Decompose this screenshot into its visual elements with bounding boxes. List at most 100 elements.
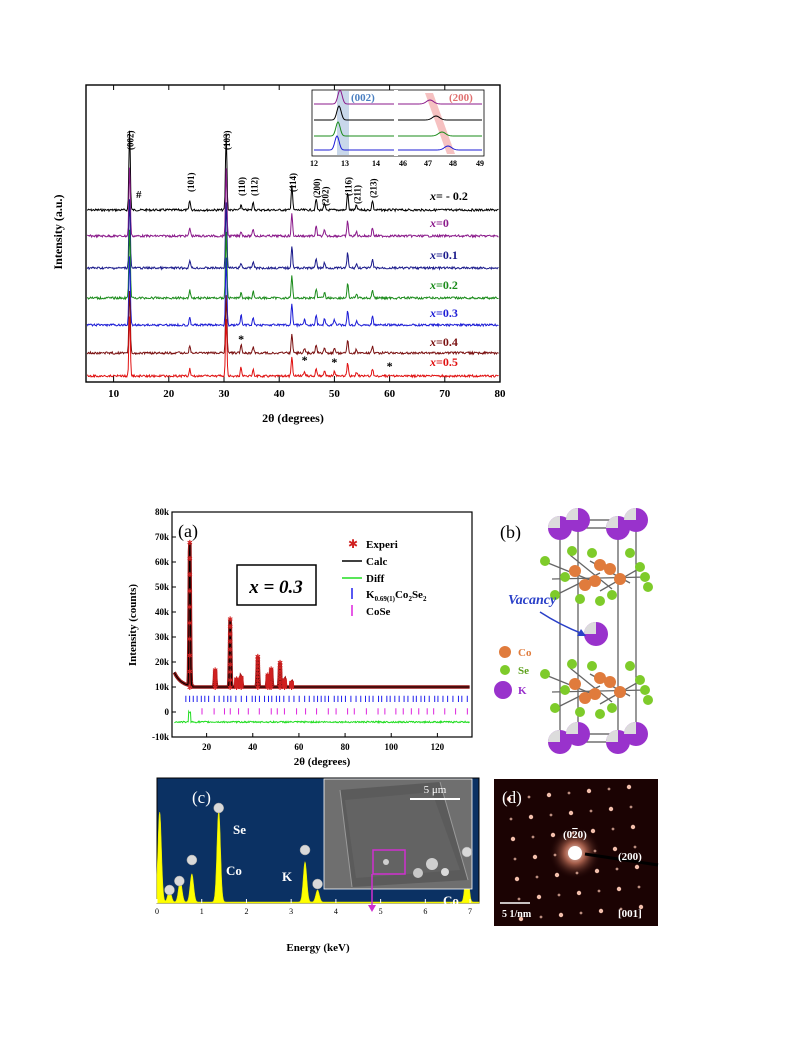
svg-text:Co: Co [518, 647, 532, 659]
refinement-y-tick-label: 20k [155, 657, 169, 667]
xrd-trace-3 [87, 229, 499, 301]
xrd-x-tick-label: 20 [163, 388, 175, 400]
eds-x-tick-label: 5 [379, 907, 383, 916]
refinement-y-tick-label: 50k [155, 582, 169, 592]
svg-text:✱: ✱ [268, 684, 274, 692]
refinement-y-tick-label: 60k [155, 557, 169, 567]
vacancy-label: Vacancy [508, 593, 557, 608]
svg-text:13: 13 [341, 159, 349, 168]
svg-text:✱: ✱ [238, 674, 244, 682]
svg-text:✱: ✱ [282, 682, 288, 690]
svg-text:✱: ✱ [289, 682, 295, 690]
refinement-panel-a: -10k 0 10k 20k 30k 40k 50k 60k 70k 80k 20 40 60 80 10… [127, 507, 473, 768]
svg-text:✱: ✱ [234, 675, 240, 683]
experimental-points [172, 543, 470, 691]
refinement-y-ticks: -10k 0 10k 20k 30k 40k 50k 60k 70k 80k [152, 507, 176, 742]
refinement-y-tick-label: 30k [155, 632, 169, 642]
svg-text:✱: ✱ [187, 684, 193, 692]
eds-x-tick-label: 7 [468, 907, 472, 916]
xrd-trace-6 [86, 316, 499, 379]
xrd-trace-2 [86, 199, 499, 271]
svg-text:Experi: Experi [366, 539, 398, 551]
svg-text:✱: ✱ [234, 683, 240, 691]
sem-scale-bar-label: 5 μm [424, 784, 447, 796]
eds-x-tick-label: 2 [244, 907, 248, 916]
svg-text:✱: ✱ [212, 678, 218, 686]
svg-text:✱: ✱ [289, 682, 295, 690]
eds-x-axis-label: Energy (keV) [286, 942, 350, 954]
svg-text:✱: ✱ [238, 678, 244, 686]
svg-text:✱: ✱ [277, 681, 283, 689]
xrd-peak-labels: (002) (101) (103) (110) (112) (114) (200)(202)… [126, 131, 379, 207]
eds-peak-label: Co [443, 893, 459, 908]
svg-text:✱: ✱ [277, 667, 283, 675]
eds-x-tick-label: 0 [155, 907, 159, 916]
svg-text:✱: ✱ [255, 684, 261, 692]
svg-text:✱: ✱ [268, 667, 274, 675]
xrd-x-tick-label: 80 [495, 388, 507, 400]
vacancy-arrow [539, 611, 584, 635]
svg-text:Se: Se [518, 665, 529, 677]
svg-text:✱: ✱ [255, 660, 261, 668]
refinement-x-tick-label: 80 [341, 742, 351, 752]
svg-text:✱: ✱ [187, 587, 193, 595]
svg-text:✱: ✱ [268, 669, 274, 677]
svg-text:✱: ✱ [212, 676, 218, 684]
eds-x-tick-label: 3 [289, 907, 293, 916]
svg-text:✱: ✱ [282, 682, 288, 690]
xrd-peak-label: (202) [320, 187, 330, 207]
svg-text:✱: ✱ [265, 680, 271, 688]
xrd-trace-0 [87, 130, 499, 213]
co-se-layers [540, 546, 653, 719]
refinement-plot-frame [171, 511, 473, 738]
svg-text:✱: ✱ [282, 679, 288, 687]
svg-text:✱: ✱ [282, 684, 288, 692]
svg-text:✱: ✱ [282, 678, 288, 686]
svg-text:✱: ✱ [265, 684, 271, 692]
xrd-traces [86, 130, 499, 379]
svg-text:✱: ✱ [187, 555, 193, 563]
refinement-legend: ✱ Experi Calc Diff K0.69(1)Co2Se2 CoSe [342, 537, 427, 618]
svg-text:Calc: Calc [366, 556, 388, 568]
panel-c-label: (c) [192, 788, 211, 807]
svg-text:✱: ✱ [255, 653, 261, 661]
svg-text:✱: ✱ [268, 672, 274, 680]
xrd-peak-label: (116) [344, 177, 354, 196]
svg-text:✱: ✱ [212, 672, 218, 680]
svg-text:✱: ✱ [187, 636, 193, 644]
svg-text:✱: ✱ [227, 653, 233, 661]
svg-text:✱: ✱ [227, 676, 233, 684]
svg-text:✱: ✱ [227, 631, 233, 639]
svg-text:✱: ✱ [238, 684, 244, 692]
svg-text:✱: ✱ [265, 676, 271, 684]
svg-text:✱: ✱ [255, 670, 261, 678]
eds-spectrum [156, 809, 480, 904]
refinement-x-tick-label: 60 [294, 742, 304, 752]
svg-text:✱: ✱ [277, 670, 283, 678]
zone-axis-label: [001] [618, 908, 642, 920]
xrd-hash-mark: # [136, 189, 142, 201]
svg-text:✱: ✱ [227, 669, 233, 677]
svg-text:✱: ✱ [238, 682, 244, 690]
svg-text:✱: ✱ [265, 681, 271, 689]
svg-text:✱: ✱ [289, 681, 295, 689]
svg-text:✱: ✱ [187, 668, 193, 676]
svg-text:46: 46 [399, 159, 407, 168]
spot-label-200: (200) [618, 851, 642, 863]
xrd-trace-1 [87, 167, 499, 239]
refinement-x-tick-label: 120 [431, 742, 445, 752]
xrd-series-label: x=0.1 [429, 248, 458, 262]
svg-text:12: 12 [310, 159, 318, 168]
svg-text:✱: ✱ [187, 620, 193, 628]
inset-label-200: (200) [449, 92, 473, 104]
svg-text:✱: ✱ [227, 661, 233, 669]
eds-x-tick-label: 4 [334, 907, 338, 916]
svg-text:✱: ✱ [187, 571, 193, 579]
refinement-x-tick-label: 40 [248, 742, 258, 752]
svg-text:✱: ✱ [289, 683, 295, 691]
svg-text:✱: ✱ [282, 680, 288, 688]
refinement-y-tick-label: 0 [165, 707, 170, 717]
diffraction-spots [506, 784, 659, 922]
svg-text:✱: ✱ [227, 684, 233, 692]
svg-text:✱: ✱ [238, 675, 244, 683]
